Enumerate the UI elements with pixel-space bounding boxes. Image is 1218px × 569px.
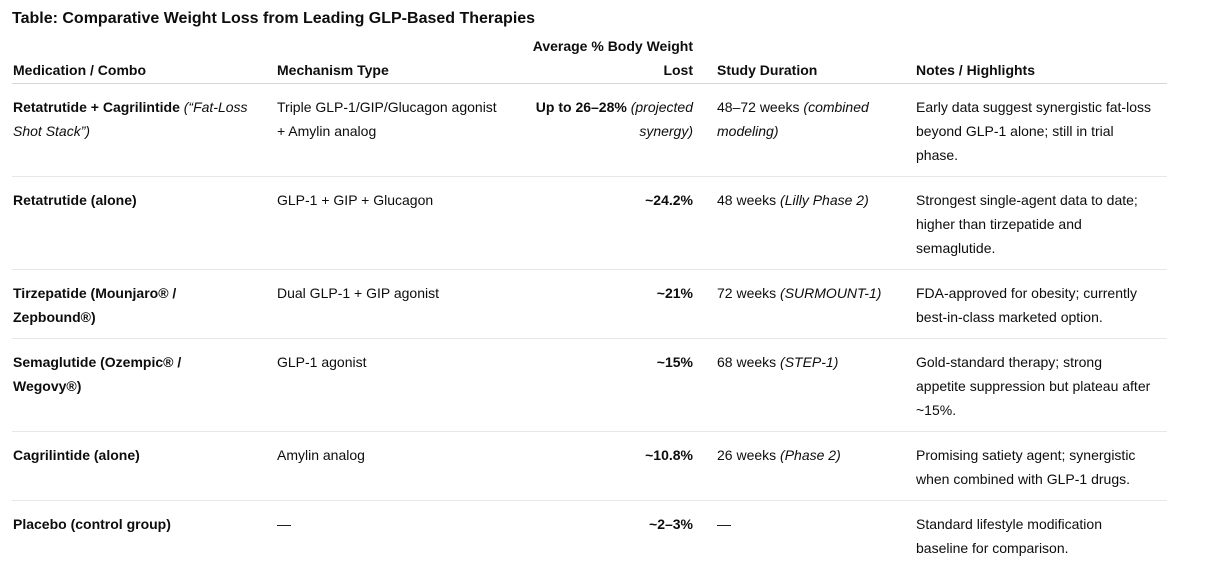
table-body: Retatrutide + Cagrilintide (“Fat-Loss Sh… <box>12 84 1167 569</box>
cell-medication: Tirzepatide (Mounjaro® / Zepbound®) <box>12 270 265 339</box>
duration-note: (Phase 2) <box>776 447 841 463</box>
duration-note: (STEP-1) <box>776 354 838 370</box>
duration-value: 48 weeks <box>717 192 776 208</box>
cell-mechanism: GLP-1 + GIP + Glucagon <box>265 177 515 270</box>
weight-lost-value: ~2–3% <box>649 516 693 532</box>
medication-name: Cagrilintide (alone) <box>13 447 140 463</box>
cell-weight-lost: Up to 26–28% (projected synergy) <box>515 84 705 177</box>
duration-value: 72 weeks <box>717 285 776 301</box>
duration-note: (Lilly Phase 2) <box>776 192 869 208</box>
table-header-row: Medication / Combo Mechanism Type Averag… <box>12 34 1167 84</box>
cell-medication: Placebo (control group) <box>12 501 265 569</box>
cell-mechanism: Amylin analog <box>265 432 515 501</box>
table-row-placebo: Placebo (control group) — ~2–3% — Standa… <box>12 501 1167 569</box>
weight-lost-value: ~21% <box>657 285 693 301</box>
weight-lost-value: ~10.8% <box>645 447 693 463</box>
table-row-retatrutide-cagrilintide: Retatrutide + Cagrilintide (“Fat-Loss Sh… <box>12 84 1167 177</box>
medication-name: Semaglutide (Ozempic® / Wegovy®) <box>13 354 181 394</box>
table-header: Medication / Combo Mechanism Type Averag… <box>12 34 1167 84</box>
cell-medication: Retatrutide (alone) <box>12 177 265 270</box>
cell-weight-lost: ~2–3% <box>515 501 705 569</box>
weight-lost-value: Up to 26–28% <box>536 99 627 115</box>
table-row-semaglutide: Semaglutide (Ozempic® / Wegovy®) GLP-1 a… <box>12 339 1167 432</box>
cell-notes: Early data suggest synergistic fat-loss … <box>904 84 1167 177</box>
header-weight-lost: Average % Body Weight Lost <box>515 34 705 84</box>
duration-value: 48–72 weeks <box>717 99 800 115</box>
duration-value: 26 weeks <box>717 447 776 463</box>
cell-weight-lost: ~24.2% <box>515 177 705 270</box>
duration-value: 68 weeks <box>717 354 776 370</box>
cell-weight-lost: ~10.8% <box>515 432 705 501</box>
cell-duration: 72 weeks (SURMOUNT-1) <box>705 270 904 339</box>
cell-duration: 48–72 weeks (combined modeling) <box>705 84 904 177</box>
medication-name: Tirzepatide (Mounjaro® / Zepbound®) <box>13 285 176 325</box>
cell-notes: FDA-approved for obesity; currently best… <box>904 270 1167 339</box>
header-duration: Study Duration <box>705 34 904 84</box>
duration-note: (SURMOUNT-1) <box>776 285 881 301</box>
table-row-cagrilintide: Cagrilintide (alone) Amylin analog ~10.8… <box>12 432 1167 501</box>
cell-mechanism: — <box>265 501 515 569</box>
cell-duration: — <box>705 501 904 569</box>
cell-duration: 26 weeks (Phase 2) <box>705 432 904 501</box>
cell-weight-lost: ~15% <box>515 339 705 432</box>
header-notes: Notes / Highlights <box>904 34 1167 84</box>
cell-mechanism: GLP-1 agonist <box>265 339 515 432</box>
cell-notes: Promising satiety agent; synergistic whe… <box>904 432 1167 501</box>
cell-medication: Semaglutide (Ozempic® / Wegovy®) <box>12 339 265 432</box>
page-title: Table: Comparative Weight Loss from Lead… <box>12 8 1218 30</box>
table-row-tirzepatide: Tirzepatide (Mounjaro® / Zepbound®) Dual… <box>12 270 1167 339</box>
header-mechanism: Mechanism Type <box>265 34 515 84</box>
cell-notes: Standard lifestyle modification baseline… <box>904 501 1167 569</box>
table-row-retatrutide: Retatrutide (alone) GLP-1 + GIP + Glucag… <box>12 177 1167 270</box>
weight-lost-note: (projected synergy) <box>627 99 693 139</box>
cell-duration: 48 weeks (Lilly Phase 2) <box>705 177 904 270</box>
medication-name: Retatrutide (alone) <box>13 192 137 208</box>
medication-name: Placebo (control group) <box>13 516 171 532</box>
cell-mechanism: Dual GLP-1 + GIP agonist <box>265 270 515 339</box>
cell-notes: Gold-standard therapy; strong appetite s… <box>904 339 1167 432</box>
medication-name: Retatrutide + Cagrilintide <box>13 99 180 115</box>
cell-medication: Retatrutide + Cagrilintide (“Fat-Loss Sh… <box>12 84 265 177</box>
weight-lost-value: ~24.2% <box>645 192 693 208</box>
cell-mechanism: Triple GLP-1/GIP/Glucagon agonist + Amyl… <box>265 84 515 177</box>
duration-value: — <box>717 516 731 532</box>
cell-notes: Strongest single-agent data to date; hig… <box>904 177 1167 270</box>
header-medication: Medication / Combo <box>12 34 265 84</box>
cell-medication: Cagrilintide (alone) <box>12 432 265 501</box>
therapies-table: Medication / Combo Mechanism Type Averag… <box>12 34 1167 569</box>
cell-weight-lost: ~21% <box>515 270 705 339</box>
weight-lost-value: ~15% <box>657 354 693 370</box>
cell-duration: 68 weeks (STEP-1) <box>705 339 904 432</box>
